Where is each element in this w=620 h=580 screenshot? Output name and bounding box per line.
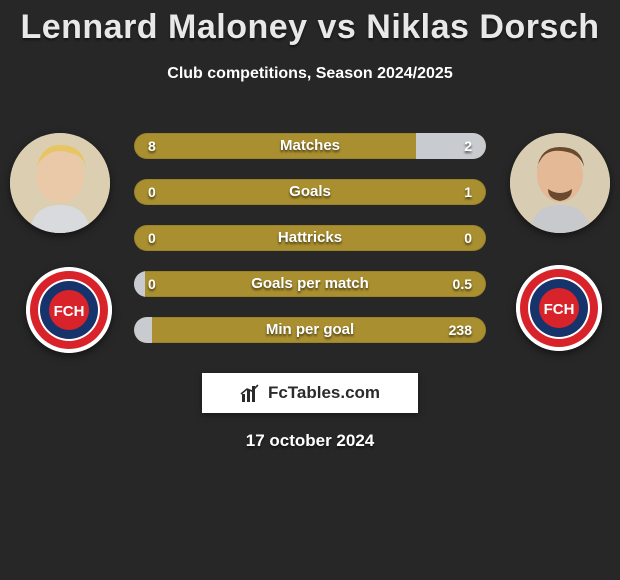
stat-value-right: 0.5: [453, 271, 472, 297]
person-icon: [510, 133, 610, 233]
comparison-panel: FCH FCH 82Matches01Goals00Hattricks00.5G…: [0, 115, 620, 375]
stat-label: Hattricks: [134, 225, 486, 251]
stat-row: 238Min per goal: [134, 317, 486, 343]
club-abbrev: FCH: [544, 301, 575, 318]
stat-label: Min per goal: [134, 317, 486, 343]
bar-chart-icon: [240, 382, 262, 404]
date-text: 17 october 2024: [0, 431, 620, 451]
stat-value-right: 1: [464, 179, 472, 205]
stat-value-right: 238: [449, 317, 472, 343]
person-icon: [10, 133, 110, 233]
stat-row: 82Matches: [134, 133, 486, 159]
stat-value-left: 0: [148, 179, 156, 205]
player-left-avatar: [10, 133, 110, 233]
stat-segment-right: [416, 133, 486, 159]
stat-row: 0 1Goals: [134, 179, 486, 205]
brand-text: FcTables.com: [268, 383, 380, 403]
player-right-avatar: [510, 133, 610, 233]
player-right-club-badge: FCH: [516, 265, 602, 351]
stat-bars: 82Matches01Goals00Hattricks00.5Goals per…: [134, 133, 486, 363]
stat-row: 0 0Hattricks: [134, 225, 486, 251]
club-badge-icon: FCH: [516, 265, 602, 351]
stat-value-right: 0: [464, 225, 472, 251]
player-left-club-badge: FCH: [26, 267, 112, 353]
stat-value-left: 8: [148, 133, 156, 159]
stat-value-right: 2: [464, 133, 472, 159]
stat-value-left: 0: [148, 225, 156, 251]
stat-label: Goals: [134, 179, 486, 205]
stat-row: 0 0.5Goals per match: [134, 271, 486, 297]
club-badge-icon: FCH: [26, 267, 112, 353]
club-abbrev: FCH: [54, 303, 85, 320]
stat-value-left: 0: [148, 271, 156, 297]
stat-segment-left: [134, 271, 145, 297]
page-subtitle: Club competitions, Season 2024/2025: [0, 65, 620, 83]
brand-watermark: FcTables.com: [202, 373, 418, 413]
stat-label: Goals per match: [134, 271, 486, 297]
stat-segment-left: [134, 317, 152, 343]
page-title: Lennard Maloney vs Niklas Dorsch: [0, 0, 620, 47]
